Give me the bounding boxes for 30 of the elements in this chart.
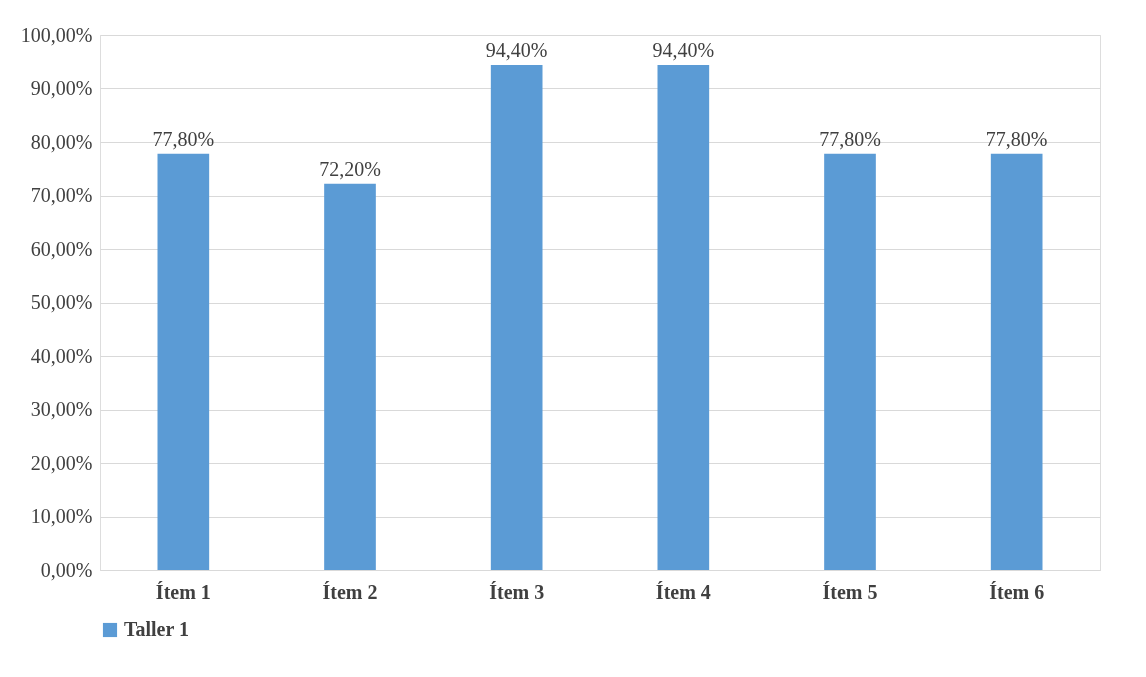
legend-label: Taller 1	[124, 618, 190, 640]
x-tick-label: Ítem 2	[322, 580, 378, 603]
x-tick-label: Ítem 1	[155, 580, 211, 603]
x-tick-label: Ítem 3	[489, 580, 545, 603]
bar	[990, 153, 1043, 570]
bar	[657, 64, 710, 570]
y-tick-label: 100,00%	[20, 23, 93, 46]
y-tick-label: 10,00%	[30, 505, 93, 527]
data-label: 94,40%	[652, 38, 715, 61]
data-label: 94,40%	[485, 38, 548, 61]
bar	[490, 64, 543, 570]
x-tick-label: Ítem 6	[989, 580, 1045, 603]
y-tick-label: 20,00%	[30, 451, 93, 474]
data-label: 72,20%	[319, 157, 381, 180]
y-tick-label: 70,00%	[30, 184, 93, 206]
bar	[324, 183, 376, 570]
y-tick-label: 60,00%	[30, 237, 93, 260]
y-tick-label: 80,00%	[30, 130, 93, 153]
bar	[157, 153, 210, 570]
data-label: 77,80%	[152, 127, 215, 150]
y-tick-label: 0,00%	[40, 558, 93, 581]
y-tick-label: 90,00%	[30, 77, 93, 99]
x-tick-label: Ítem 5	[822, 580, 878, 603]
y-tick-label: 40,00%	[30, 344, 93, 367]
data-label: 77,80%	[985, 127, 1048, 150]
bar	[824, 153, 876, 570]
y-tick-label: 30,00%	[30, 398, 93, 420]
x-tick-label: Ítem 4	[655, 580, 711, 603]
y-tick-label: 50,00%	[30, 291, 93, 313]
data-label: 77,80%	[819, 127, 881, 150]
